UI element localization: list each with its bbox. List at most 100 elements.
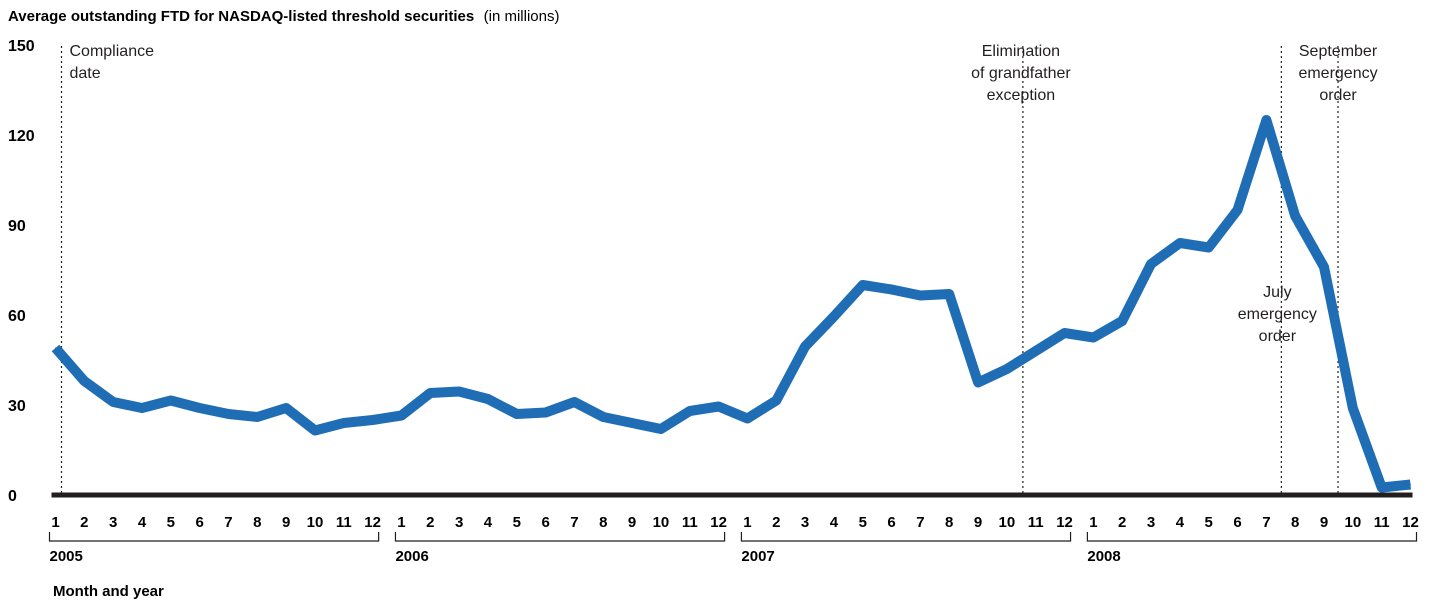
x-tick-label: 1: [743, 514, 751, 531]
x-tick-label: 7: [916, 514, 924, 531]
x-tick-label: 11: [1028, 514, 1044, 531]
data-point: [1006, 368, 1008, 370]
x-tick-label: 11: [1374, 514, 1390, 531]
data-point: [343, 422, 345, 424]
x-tick-label: 9: [628, 514, 636, 531]
data-point: [1323, 266, 1325, 268]
y-tick-label: 30: [8, 398, 26, 415]
data-point: [1410, 484, 1411, 485]
x-tick-label: 8: [945, 514, 953, 531]
data-point: [314, 430, 316, 431]
year-bracket: [48, 532, 380, 542]
x-tick-label: 12: [364, 514, 381, 531]
annotation-line: of grandfather: [971, 65, 1071, 82]
annotation-line: September: [1299, 43, 1378, 60]
annotation-line: date: [70, 65, 101, 82]
x-tick-label: 5: [513, 514, 521, 531]
x-tick-label: 10: [1345, 514, 1362, 531]
data-point: [833, 316, 835, 317]
data-point: [1150, 263, 1152, 265]
data-point: [948, 293, 950, 295]
data-point: [1208, 247, 1210, 248]
annotation-line: Elimination: [982, 43, 1060, 60]
x-axis-year-brackets: 2005 2006 2007 2008: [48, 532, 1418, 565]
data-point: [401, 415, 402, 416]
annotation-line: exception: [987, 87, 1056, 104]
data-point: [429, 392, 431, 394]
data-point: [977, 382, 979, 383]
data-point: [631, 422, 633, 424]
year-bracket: [1086, 532, 1418, 542]
x-tick-label: 6: [1233, 514, 1241, 531]
x-tick-label: 1: [51, 514, 59, 531]
x-tick-label: 8: [599, 514, 607, 531]
x-tick-label: 5: [1205, 514, 1213, 531]
x-tick-label: 2: [1118, 514, 1126, 531]
x-tick-label: 12: [1402, 514, 1419, 531]
data-point: [891, 289, 893, 290]
y-axis-ticks: 0 30 60 90 120 150: [8, 38, 35, 505]
data-point: [545, 412, 547, 413]
annotation-label: September emergency order: [1298, 43, 1377, 104]
x-tick-label: 4: [1176, 514, 1185, 531]
y-tick-label: 120: [8, 128, 35, 145]
x-tick-label: 4: [484, 514, 493, 531]
data-point: [141, 407, 143, 409]
x-tick-label: 4: [138, 514, 147, 531]
x-tick-label: 4: [830, 514, 839, 531]
data-point: [718, 406, 720, 407]
annotation-line: order: [1259, 328, 1297, 345]
x-tick-label: 7: [224, 514, 232, 531]
y-tick-label: 0: [8, 488, 17, 505]
annotation-label: Elimination of grandfather exception: [971, 43, 1071, 104]
annotation-label: July emergency order: [1238, 284, 1317, 345]
x-tick-label: 11: [682, 514, 698, 531]
annotation-label: Compliance date: [70, 43, 155, 82]
x-tick-label: 10: [307, 514, 324, 531]
x-axis-label: Month and year: [53, 583, 164, 600]
x-tick-label: 9: [974, 514, 982, 531]
x-tick-label: 6: [887, 514, 895, 531]
data-point: [516, 413, 518, 415]
data-point: [112, 401, 114, 403]
data-point: [228, 413, 229, 415]
data-point: [602, 416, 604, 418]
x-tick-label: 10: [653, 514, 670, 531]
data-point: [170, 400, 172, 401]
annotation-line: Compliance: [70, 43, 155, 60]
data-point: [256, 416, 258, 418]
x-tick-label: 1: [1089, 514, 1097, 531]
x-tick-label: 12: [1056, 514, 1073, 531]
data-point: [1381, 487, 1383, 488]
data-point: [1035, 350, 1037, 352]
x-tick-label: 12: [710, 514, 727, 531]
year-bracket: [394, 532, 726, 542]
data-point: [775, 400, 777, 401]
x-tick-label: 9: [1320, 514, 1328, 531]
data-point: [746, 418, 748, 419]
data-point: [372, 419, 374, 421]
y-tick-label: 90: [8, 218, 26, 235]
data-point: [1064, 332, 1065, 334]
data-point: [1092, 337, 1094, 338]
x-tick-label: 6: [195, 514, 203, 531]
data-point: [804, 346, 806, 347]
x-tick-label: 6: [541, 514, 549, 531]
data-point: [660, 428, 662, 430]
data-point: [919, 295, 921, 296]
x-tick-label: 8: [1291, 514, 1299, 531]
x-tick-label: 7: [570, 514, 578, 531]
x-tick-label: 10: [999, 514, 1016, 531]
annotation-line: July: [1263, 284, 1291, 301]
data-point: [199, 407, 201, 409]
x-tick-label: 5: [859, 514, 867, 531]
data-series-layer: [51, 115, 1412, 493]
x-tick-label: 3: [1147, 514, 1155, 531]
year-label: 2006: [395, 548, 428, 565]
x-tick-label: 7: [1262, 514, 1270, 531]
x-tick-label: 2: [80, 514, 88, 531]
x-tick-label: 5: [167, 514, 175, 531]
x-tick-label: 1: [397, 514, 405, 531]
chart-title-suffix: (in millions): [484, 8, 560, 25]
